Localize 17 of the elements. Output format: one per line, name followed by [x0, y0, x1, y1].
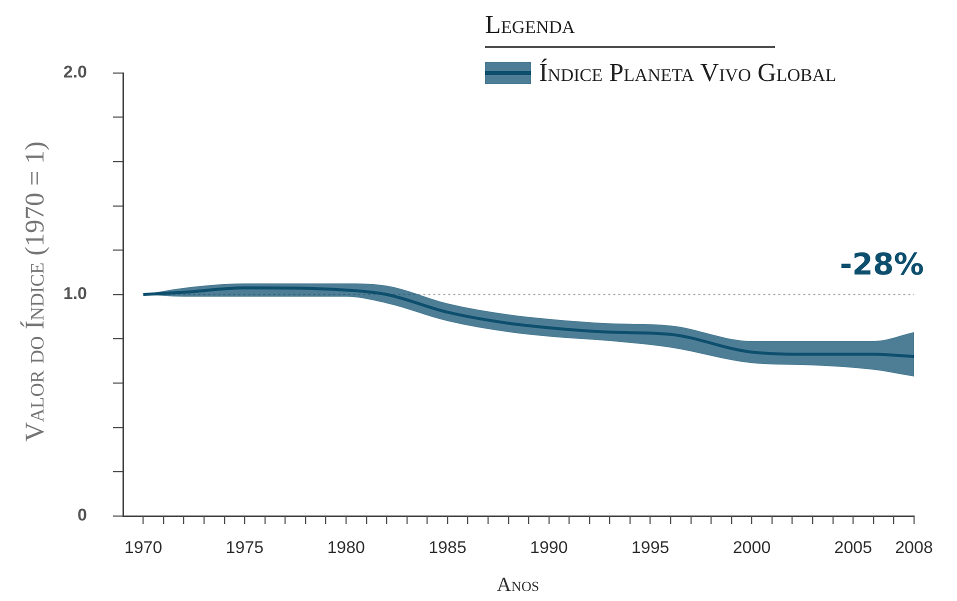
- y-tick-label: 2.0: [63, 62, 87, 82]
- x-tick-label: 1975: [226, 538, 264, 557]
- x-tick-label: 1970: [124, 538, 162, 557]
- annotation: -28%: [840, 248, 924, 282]
- legend-label: Índice Planeta Vivo Global: [539, 58, 836, 88]
- y-tick-label: 0: [78, 506, 87, 525]
- x-axis-title: Anos: [496, 574, 540, 597]
- x-tick-label: 1995: [631, 538, 670, 557]
- legend-title: Legenda: [485, 10, 775, 48]
- x-tick-label: 2000: [732, 538, 771, 557]
- y-axis-title: Valor do Índice (1970 = 1): [20, 140, 50, 444]
- x-tick-label: 2005: [834, 538, 872, 557]
- x-tick-label: 1990: [530, 538, 568, 557]
- x-tick-label: 1985: [428, 538, 466, 557]
- y-tick-label: 1.0: [63, 284, 87, 304]
- x-tick-label: 1980: [327, 538, 366, 557]
- x-tick-label: 2008: [895, 538, 933, 557]
